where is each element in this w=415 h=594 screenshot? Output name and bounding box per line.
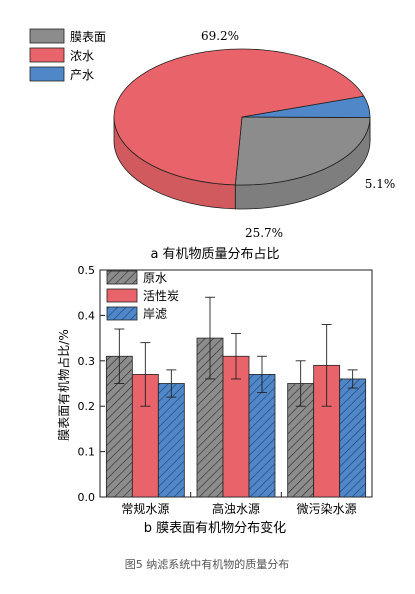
bar-chart-title: b 膜表面有机物分布变化 (144, 520, 286, 536)
y-tick-label: 0.1 (78, 446, 96, 459)
bar-y-axis-label: 膜表面有机物占比/% (56, 329, 71, 440)
bar-x-axis: 常规水源 高浊水源 微污染水源 (121, 492, 357, 516)
x-tick-label: 常规水源 (121, 501, 169, 516)
pie-legend: 膜表面 浓水 产水 (29, 28, 106, 82)
bar-marks (105, 296, 367, 498)
pie-chart (113, 48, 371, 210)
legend-swatch-permeate (29, 66, 65, 82)
y-tick-label: 0.4 (78, 309, 96, 322)
pie-value-label-membrane-surface: 25.7% (245, 226, 283, 240)
bar-bank-filtration (339, 378, 367, 498)
y-tick-label: 0.0 (78, 491, 96, 504)
legend-swatch-raw-water (106, 270, 138, 285)
legend-swatch-concentrate (29, 47, 65, 63)
pie-chart-title: a 有机物质量分布占比 (150, 247, 279, 262)
pie-value-label-concentrate: 69.2% (201, 29, 239, 43)
legend-swatch-membrane-surface (29, 28, 65, 44)
bar-bank-filtration (248, 374, 276, 498)
x-tick-label: 微污染水源 (297, 501, 357, 516)
legend-label-activated-carbon: 活性炭 (143, 289, 179, 303)
figure-caption: 图5 纳滤系统中有机物的质量分布 (125, 557, 290, 571)
y-tick-label: 0.5 (78, 264, 96, 277)
legend-swatch-activated-carbon (106, 288, 138, 303)
pie-value-label-permeate: 5.1% (365, 177, 396, 191)
bar-bank-filtration (157, 383, 185, 498)
legend-label-permeate: 产水 (70, 68, 94, 82)
x-tick-label: 高浊水源 (212, 501, 260, 516)
y-tick-label: 0.2 (78, 400, 96, 413)
legend-swatch-bank-filtration (106, 306, 138, 321)
pie-slice-membrane-surface (234, 116, 371, 186)
y-tick-label: 0.3 (78, 355, 96, 368)
legend-label-bank-filtration: 岸滤 (143, 307, 167, 321)
legend-label-raw-water: 原水 (143, 271, 167, 285)
bar-chart: 0.0 0.1 0.2 0.3 0.4 0.5 常规水源 高浊水源 微污染水源 (78, 264, 373, 516)
bar-legend: 原水 活性炭 岸滤 (106, 270, 179, 321)
pie-slice-concentrate (113, 48, 365, 186)
legend-label-concentrate: 浓水 (70, 49, 94, 63)
legend-label-membrane-surface: 膜表面 (70, 30, 106, 44)
